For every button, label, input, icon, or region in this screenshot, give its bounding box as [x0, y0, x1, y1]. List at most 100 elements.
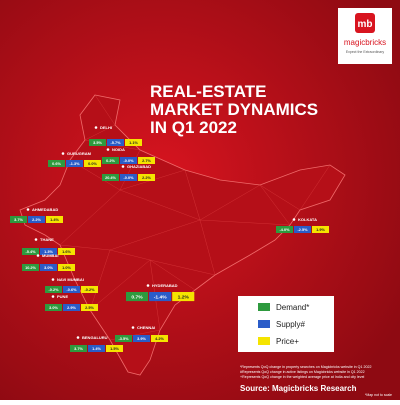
- city-name: GURUGRAM: [67, 151, 92, 156]
- city-dot: [34, 238, 38, 241]
- city-name: KOLKATA: [298, 217, 317, 222]
- metric-value: 2.9%: [67, 306, 76, 310]
- metric-value: 3.0%: [44, 266, 53, 270]
- legend-swatch: [258, 303, 270, 311]
- legend: Demand* Supply# Price+: [238, 296, 334, 352]
- city-dot: [26, 208, 30, 211]
- metric-box: [28, 216, 45, 223]
- metric-box: [22, 248, 39, 255]
- metric-value: 3.9%: [137, 337, 146, 341]
- city-dot: [51, 278, 55, 281]
- metric-value: 1.0%: [62, 266, 71, 270]
- metric-box: [115, 335, 132, 342]
- metric-box: [138, 157, 155, 164]
- metric-value: 20.4%: [105, 176, 116, 180]
- legend-label: Supply#: [276, 320, 305, 329]
- metric-value: 1.5%: [110, 347, 119, 351]
- metric-value: -3.5%: [119, 337, 130, 341]
- title-line: IN Q1 2022: [150, 118, 237, 137]
- metric-box: [89, 139, 106, 146]
- metric-box: [107, 139, 124, 146]
- metric-value: 3.0%: [49, 306, 58, 310]
- metric-value: 3.7%: [14, 218, 23, 222]
- logo-icon: [355, 13, 375, 33]
- metric-value: 4.2%: [155, 337, 164, 341]
- metric-box: [138, 174, 155, 181]
- metric-value: 1.1%: [129, 141, 138, 145]
- metric-value: -5.7%: [111, 141, 122, 145]
- metric-value: 1.4%: [92, 347, 101, 351]
- metric-box: [45, 286, 62, 293]
- metric-value: 3.7%: [74, 347, 83, 351]
- city-name: PUNE: [57, 294, 68, 299]
- metric-box: [106, 345, 123, 352]
- title: REAL-ESTATE MARKET DYNAMICS IN Q1 2022: [150, 82, 318, 137]
- city-name: DELHI: [100, 125, 112, 130]
- city-dot: [36, 254, 40, 257]
- metric-box: [276, 226, 293, 233]
- city-dot: [106, 148, 110, 151]
- metric-box: [102, 174, 119, 181]
- metric-box: [120, 174, 137, 181]
- city-name: BENGALURU: [82, 335, 108, 340]
- logo-mark: mb: [358, 19, 373, 30]
- metric-box: [81, 286, 98, 293]
- city-labels: DELHI 3.5% -5.7% 1.1% GURUGRAM 0.6% -1.3% 0.0% N…: [10, 125, 329, 352]
- source: Source: Magicbricks Research: [240, 384, 357, 393]
- city-dot: [94, 126, 98, 129]
- legend-swatch: [258, 320, 270, 328]
- city-dot: [292, 218, 296, 221]
- metric-value: 0.0%: [88, 162, 97, 166]
- footnote: #Represents QoQ change in active listing…: [240, 370, 365, 374]
- india-map: [19, 94, 346, 376]
- footnote: *Represents QoQ change in property searc…: [240, 365, 371, 369]
- metric-value: -1.4%: [154, 295, 168, 301]
- metric-box: [48, 160, 65, 167]
- metric-box: [126, 292, 149, 302]
- metric-box: [151, 335, 168, 342]
- metric-value: 10.2%: [25, 266, 36, 270]
- metric-box: [70, 345, 87, 352]
- logo-tagline: Expect the Extraordinary: [346, 50, 385, 54]
- metric-box: [63, 304, 80, 311]
- metric-value: 0.7%: [131, 295, 143, 301]
- metric-box: [40, 248, 57, 255]
- metric-value: 2.2%: [32, 218, 41, 222]
- metric-value: 0.6%: [52, 162, 61, 166]
- city-name: THANE: [40, 237, 54, 242]
- metric-box: [88, 345, 105, 352]
- metric-box: [10, 216, 27, 223]
- metric-value: 1.3%: [44, 250, 53, 254]
- metric-value: -0.2%: [85, 288, 96, 292]
- city-dot: [146, 284, 150, 287]
- metric-value: -2.5%: [298, 228, 309, 232]
- metric-box: [45, 304, 62, 311]
- logo: mb magicbricks Expect the Extraordinary: [338, 8, 392, 64]
- metric-value: 0.2%: [106, 159, 115, 163]
- disclaimer: *Map not to scale: [365, 393, 392, 397]
- metric-value: -0.0%: [124, 176, 135, 180]
- metric-box: [294, 226, 311, 233]
- city-name: NAVI MUMBAI: [57, 277, 84, 282]
- legend-label: Price+: [276, 337, 299, 346]
- metric-value: 1.6%: [62, 250, 71, 254]
- metric-box: [22, 264, 39, 271]
- legend-box: [238, 296, 334, 352]
- city-dot: [76, 336, 80, 339]
- metric-value: -0.2%: [49, 288, 60, 292]
- logo-name: magicbricks: [344, 38, 386, 47]
- city-name: HYDERABAD: [152, 283, 178, 288]
- metric-box: [66, 160, 83, 167]
- metric-value: -1.3%: [70, 162, 81, 166]
- metric-value: 1.4%: [50, 218, 59, 222]
- metric-value: 2.5%: [85, 306, 94, 310]
- city-name: MUMBAI: [42, 253, 58, 258]
- metric-box: [149, 292, 172, 302]
- metric-value: 2.2%: [142, 176, 151, 180]
- metric-value: 3.5%: [93, 141, 102, 145]
- metric-box: [172, 292, 195, 302]
- legend-swatch: [258, 337, 270, 345]
- metric-box: [81, 304, 98, 311]
- metric-value: -0.6%: [67, 288, 78, 292]
